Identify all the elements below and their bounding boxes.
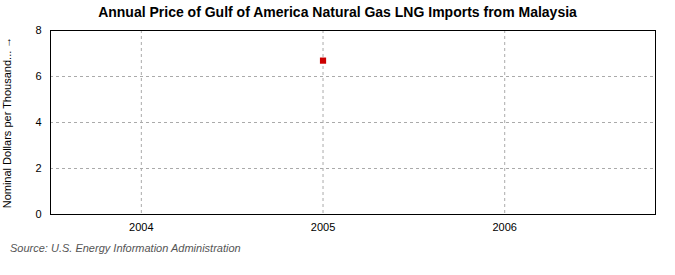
svg-text:2005: 2005 [311,221,335,233]
svg-text:0: 0 [35,208,41,220]
svg-text:4: 4 [35,116,41,128]
svg-text:Nominal Dollars per Thousand..: Nominal Dollars per Thousand... → [1,37,13,209]
svg-text:6: 6 [35,70,41,82]
svg-text:2: 2 [35,162,41,174]
html-text:Source: U.S. Energy Informatio: Source: U.S. Energy Information Administ… [10,242,241,254]
html-text:Annual Price of Gulf of Americ: Annual Price of Gulf of America Natural … [98,4,577,20]
svg-text:2006: 2006 [492,221,516,233]
svg-text:2004: 2004 [129,221,153,233]
svg-text:8: 8 [35,24,41,36]
